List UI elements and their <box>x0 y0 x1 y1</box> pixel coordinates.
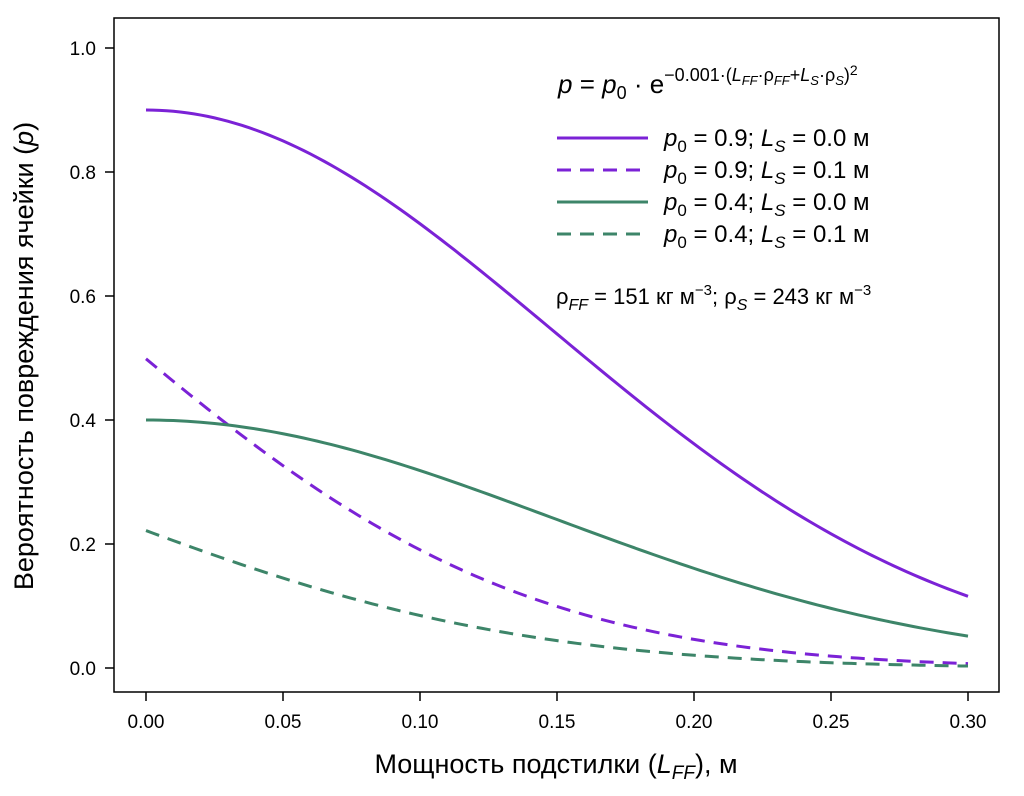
density-annotation: ρFF = 151 кг м−3; ρS = 243 кг м−3 <box>556 282 871 314</box>
series-lines <box>145 108 969 668</box>
formula-exp-rho2: ·ρ <box>819 65 835 85</box>
x-axis-title-unit: , м <box>704 749 738 779</box>
formula-exp-rho1: ·ρ <box>758 65 774 85</box>
y-tick-label: 0.2 <box>70 535 96 556</box>
x-axis-title-var: L <box>657 749 672 779</box>
y-axis-title: Вероятность повреждения ячейки (p) <box>9 122 39 590</box>
y-axis-ticks: 0.0 0.2 0.4 0.6 0.8 1.0 <box>70 39 114 680</box>
density-rho-ff: ρ <box>556 284 569 309</box>
series-line-3 <box>145 529 969 668</box>
series-line-0 <box>145 108 969 598</box>
y-axis-title-var: p <box>9 131 39 147</box>
x-tick-label: 0.00 <box>128 712 165 733</box>
legend-label-3: p0 = 0.4; LS = 0.1 м <box>663 221 869 252</box>
x-tick-label: 0.25 <box>813 712 850 733</box>
formula-p0: p <box>601 69 616 99</box>
y-tick-label: 0.6 <box>70 287 96 308</box>
formula-eq: = <box>572 69 602 99</box>
x-axis-title-sub: FF <box>672 763 697 784</box>
series-line-1 <box>145 357 969 666</box>
y-tick-label: 0.0 <box>70 659 96 680</box>
x-tick-label: 0.30 <box>950 712 987 733</box>
x-axis-ticks: 0.00 0.05 0.10 0.15 0.20 0.25 0.30 <box>128 692 987 733</box>
x-tick-label: 0.15 <box>539 712 576 733</box>
x-tick-label: 0.10 <box>402 712 439 733</box>
x-tick-label: 0.05 <box>265 712 302 733</box>
formula-exp-main: −0.001·( <box>664 65 732 85</box>
legend-label-1: p0 = 0.9; LS = 0.1 м <box>663 157 869 188</box>
formula-dot-e: · e <box>627 69 665 99</box>
formula-exp-rho1-sub: FF <box>774 73 791 88</box>
formula-exp-plus: + <box>790 65 801 85</box>
y-axis-title-main: Вероятность повреждения ячейки <box>9 162 39 590</box>
x-tick-label: 0.20 <box>676 712 713 733</box>
x-axis-title-main: Мощность подстилки <box>374 749 640 779</box>
formula-lhs: p <box>557 69 572 99</box>
formula-p0-sub: 0 <box>617 83 627 103</box>
formula-exp-l1-sub: FF <box>742 73 759 88</box>
formula-exp-l1: L <box>732 65 742 85</box>
plot-frame <box>113 17 1000 693</box>
formula-exp-close: ) <box>844 65 850 85</box>
legend-label-2: p0 = 0.4; LS = 0.0 м <box>663 189 869 220</box>
formula-exp-rho2-sub: S <box>835 73 844 88</box>
legend-label-0: p0 = 0.9; LS = 0.0 м <box>663 125 869 156</box>
x-axis-title: Мощность подстилки (LFF), м <box>374 749 737 784</box>
series-line-2 <box>145 418 969 638</box>
formula-exp-l2: L <box>800 65 810 85</box>
formula-exp-pow: 2 <box>850 62 858 78</box>
formula-annotation: p = p0 · e−0.001·(LFF·ρFF+LS·ρS)2 <box>557 62 858 103</box>
y-tick-label: 1.0 <box>70 39 96 60</box>
density-rho-s: ρ <box>724 284 737 309</box>
formula-exp-l2-sub: S <box>810 73 819 88</box>
legend: p0 = 0.9; LS = 0.0 м p0 = 0.9; LS = 0.1 … <box>557 125 869 252</box>
y-tick-label: 0.8 <box>70 163 96 184</box>
y-tick-label: 0.4 <box>70 411 97 432</box>
